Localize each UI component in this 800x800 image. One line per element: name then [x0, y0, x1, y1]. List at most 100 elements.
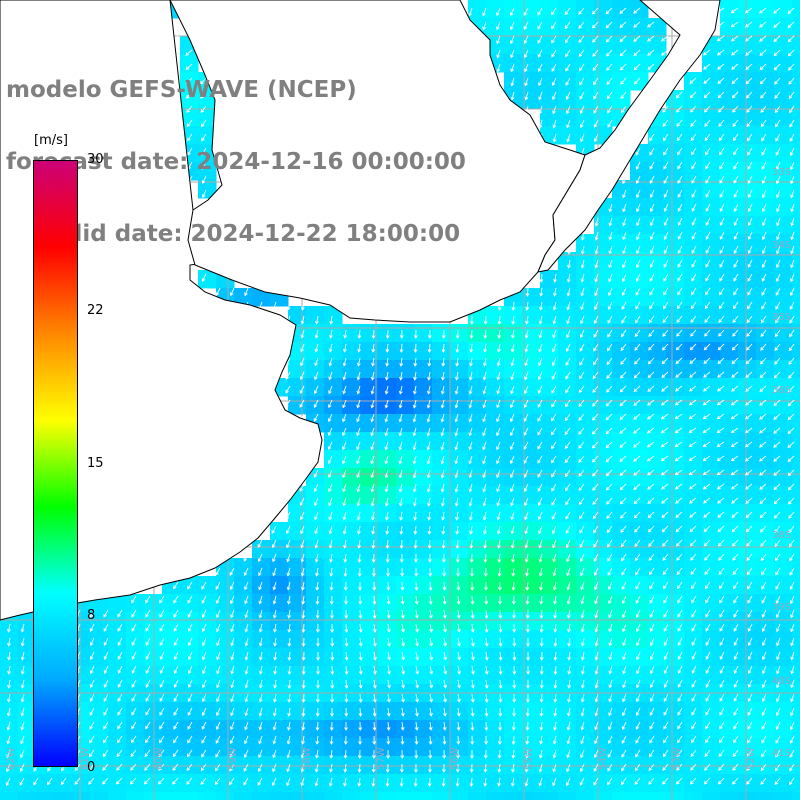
wind-arrow-head: [484, 615, 489, 619]
wind-arrow: [761, 581, 767, 590]
wind-arrow-head: [649, 712, 654, 716]
wind-arrow: [455, 413, 459, 422]
wind-arrow: [288, 623, 291, 632]
wind-arrow-head: [761, 278, 766, 282]
wind-arrow-head: [300, 530, 304, 535]
wind-cell: [306, 594, 325, 613]
wind-arrow-head: [398, 418, 403, 423]
wind-arrow: [789, 539, 795, 547]
wind-cell: [180, 594, 199, 613]
wind-arrow-head: [301, 726, 306, 731]
wind-cell: [666, 288, 685, 307]
wind-arrow-head: [200, 123, 205, 128]
wind-arrow-head: [761, 642, 766, 647]
wind-arrow-head: [117, 698, 121, 702]
wind-arrow: [524, 63, 529, 72]
wind-arrow: [776, 231, 781, 240]
wind-cell: [666, 702, 685, 721]
wind-cell: [630, 558, 649, 577]
wind-cell: [576, 72, 595, 91]
wind-cell: [522, 702, 541, 721]
wind-cell: [720, 270, 739, 289]
wind-cell: [558, 612, 577, 631]
wind-arrow: [358, 539, 361, 548]
wind-arrow-head: [663, 599, 667, 604]
wind-arrow-head: [746, 753, 751, 758]
wind-arrow-head: [398, 390, 403, 395]
wind-arrow: [789, 329, 795, 337]
wind-arrow: [647, 35, 655, 42]
wind-arrow: [621, 553, 627, 561]
wind-cell: [486, 468, 505, 487]
wind-arrow-head: [372, 755, 376, 759]
wind-cell: [702, 702, 721, 721]
wind-arrow-head: [787, 486, 792, 491]
wind-arrow: [512, 315, 515, 324]
wind-arrow-head: [523, 12, 528, 16]
wind-arrow: [747, 609, 753, 618]
wind-arrow: [469, 455, 473, 464]
wind-arrow: [621, 581, 627, 590]
wind-arrow-head: [131, 697, 135, 702]
wind-arrow-head: [789, 333, 793, 338]
wind-arrow: [484, 525, 487, 534]
wind-arrow: [373, 609, 376, 619]
wind-arrow-head: [649, 670, 654, 675]
wind-arrow: [510, 49, 515, 58]
wind-arrow: [567, 609, 571, 618]
wind-arrow: [457, 665, 461, 674]
wind-arrow: [689, 511, 697, 518]
wind-cell: [288, 792, 307, 800]
wind-arrow-head: [605, 402, 610, 407]
wind-arrow: [567, 133, 571, 142]
wind-arrow: [427, 399, 431, 408]
wind-arrow: [427, 469, 431, 478]
wind-cell: [432, 342, 451, 361]
wind-arrow-head: [7, 670, 11, 675]
wind-arrow: [759, 7, 767, 14]
wind-arrow-head: [327, 404, 332, 409]
wind-arrow: [593, 343, 599, 352]
wind-arrow-head: [356, 488, 361, 493]
wind-arrow: [482, 441, 487, 450]
wind-arrow-head: [578, 53, 583, 58]
wind-arrow: [663, 147, 669, 155]
wind-arrow: [704, 105, 711, 113]
wind-arrow: [330, 315, 333, 324]
wind-arrow-head: [159, 684, 164, 688]
wind-arrow: [285, 399, 291, 408]
wind-arrow: [554, 693, 557, 702]
wind-arrow: [635, 301, 641, 310]
wind-cell: [576, 306, 595, 325]
wind-arrow: [104, 651, 109, 660]
wind-arrow-head: [717, 388, 721, 392]
wind-cell: [630, 288, 649, 307]
wind-arrow-head: [525, 615, 530, 619]
wind-arrow: [649, 133, 655, 141]
wind-arrow-head: [496, 68, 501, 73]
wind-arrow: [428, 371, 431, 380]
wind-arrow: [676, 329, 683, 337]
wind-cell: [72, 792, 91, 800]
wind-cell: [702, 360, 721, 379]
wind-arrow: [717, 413, 725, 419]
wind-arrow-head: [745, 500, 750, 504]
wind-arrow: [117, 665, 123, 674]
wind-arrow: [650, 637, 655, 646]
wind-arrow: [537, 455, 543, 464]
wind-cell: [666, 216, 685, 235]
wind-arrow-head: [552, 138, 557, 143]
wind-arrow: [216, 651, 221, 660]
wind-arrow-head: [606, 67, 610, 71]
wind-cell: [684, 198, 703, 217]
wind-arrow-head: [790, 208, 794, 213]
wind-arrow-head: [258, 614, 263, 619]
wind-arrow-head: [688, 415, 693, 420]
wind-arrow: [329, 511, 333, 520]
wind-arrow-head: [159, 599, 163, 604]
wind-arrow: [592, 371, 599, 379]
wind-cell: [486, 612, 505, 631]
wind-cell: [684, 666, 703, 685]
wind-arrow-head: [511, 587, 516, 591]
wind-cell: [630, 36, 649, 55]
